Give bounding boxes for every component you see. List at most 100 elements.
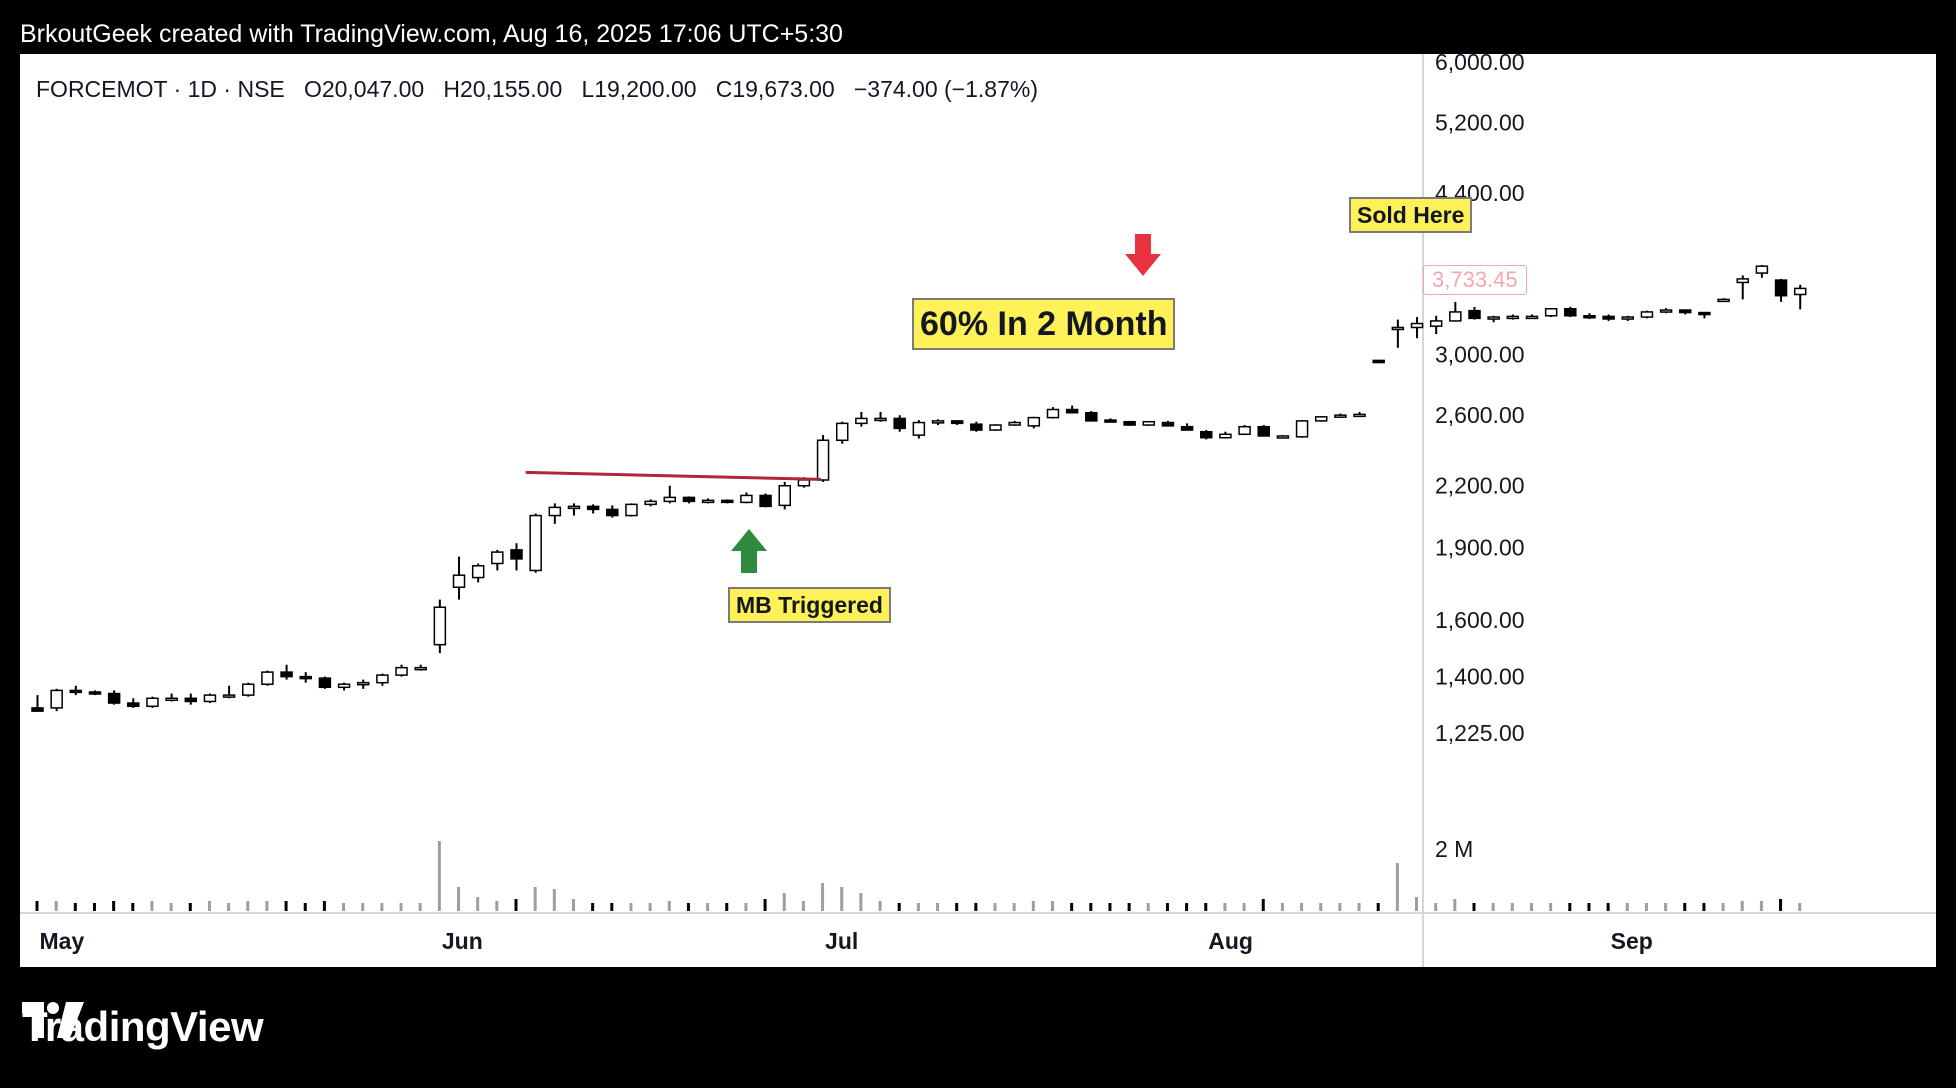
candle-body <box>146 697 159 708</box>
candle-body <box>1391 326 1405 331</box>
volume-bar <box>552 889 556 911</box>
candle-body <box>1027 416 1041 427</box>
candle-body <box>127 702 140 708</box>
candle-body <box>376 674 389 684</box>
volume-bar <box>571 899 575 911</box>
last-price-label: 3,733.45 <box>1423 265 1527 295</box>
mb-triggered-note: MB Triggered <box>728 587 891 623</box>
candle-body <box>912 421 926 436</box>
candle-body <box>414 666 427 671</box>
volume-bar <box>131 903 135 911</box>
volume-bar <box>1740 901 1744 911</box>
volume-bar <box>476 897 480 911</box>
volume-bar <box>342 903 346 911</box>
volume-bar <box>1012 903 1016 911</box>
volume-bar <box>725 903 729 911</box>
candle-body <box>950 420 964 425</box>
volume-bar <box>821 883 825 911</box>
candle-body <box>1065 408 1079 414</box>
candle-body <box>893 417 906 430</box>
volume-bar <box>265 901 269 911</box>
volume-bar <box>1510 903 1514 911</box>
candle-body <box>644 500 657 506</box>
candle-body <box>740 494 753 504</box>
candle-body <box>1659 309 1673 313</box>
candle-body <box>203 694 217 703</box>
volume-bar <box>188 903 192 911</box>
volume-bar <box>495 901 499 911</box>
candle-body <box>1161 421 1175 427</box>
candle-body <box>337 683 351 689</box>
x-tick-label: Jul <box>825 928 858 954</box>
candle-body <box>1602 315 1615 320</box>
volume-bar <box>1357 903 1361 911</box>
chart-panel[interactable]: 6,000.00 5,200.00 4,400.00 3,000.00 2,600.00… <box>20 54 1936 967</box>
volume-bar <box>1338 903 1342 911</box>
candle-body <box>491 551 504 565</box>
volume-bar <box>1204 903 1208 911</box>
candle-body <box>625 503 638 517</box>
volume-bar <box>1702 903 1706 911</box>
volume-bar <box>1165 903 1169 911</box>
volume-bar <box>322 901 326 911</box>
volume-bar <box>1587 903 1591 911</box>
candle-body <box>1793 287 1807 296</box>
volume-bar <box>284 901 288 911</box>
volume-bar <box>1070 903 1074 911</box>
volume-bar <box>1319 903 1323 911</box>
y-tick-label: 5,200.00 <box>1435 109 1525 135</box>
candle-body <box>1468 309 1481 320</box>
candle-body <box>1334 414 1347 418</box>
candle-body <box>567 505 581 510</box>
legend-change: −374.00 (−1.87%) <box>853 76 1038 102</box>
volume-bar <box>1050 901 1054 911</box>
candle-body <box>1295 420 1309 438</box>
volume-bar <box>1759 901 1763 911</box>
volume-bar <box>648 903 652 911</box>
candle-body <box>1353 413 1366 418</box>
candle-body <box>1429 320 1443 327</box>
tradingview-logo-icon <box>22 1002 84 1038</box>
volume-bar <box>1549 903 1553 911</box>
candle-body <box>855 417 868 425</box>
y-tick-label: 1,900.00 <box>1435 535 1525 561</box>
candle-body <box>1104 419 1117 423</box>
headline-note: 60% In 2 Month <box>912 298 1176 350</box>
buy-arrow-icon <box>731 529 767 573</box>
volume-bar <box>533 887 537 911</box>
volume-bar <box>1108 903 1112 911</box>
volume-bar <box>380 903 384 911</box>
volume-bar <box>1683 903 1687 911</box>
candle-body <box>242 683 255 696</box>
candle-body <box>1679 309 1692 314</box>
candle-body <box>797 479 811 487</box>
candle-body <box>1219 433 1232 439</box>
volume-bar <box>801 901 805 911</box>
candle-body <box>1698 311 1711 316</box>
candle-body <box>1583 315 1596 319</box>
resistance-line <box>525 470 822 481</box>
volume-bar <box>1529 903 1533 911</box>
candle-body <box>701 499 715 504</box>
candlestick-chart[interactable]: 6,000.005,200.004,400.003,000.002,600.00… <box>20 54 1936 967</box>
volume-scale-label: 2 M <box>1435 836 1473 862</box>
volume-bar <box>916 903 920 911</box>
y-tick-label: 1,225.00 <box>1435 720 1525 746</box>
candle-body <box>1046 408 1060 419</box>
volume-bar <box>782 893 786 911</box>
volume-bar <box>1472 903 1476 911</box>
candle-body <box>184 697 198 703</box>
legend-close: C19,673.00 <box>715 76 835 102</box>
volume-bar <box>1625 903 1629 911</box>
candle-body <box>1008 421 1021 426</box>
volume-bar <box>303 903 307 911</box>
candle-body <box>222 694 236 698</box>
candle-body <box>1180 425 1194 431</box>
y-tick-label: 6,000.00 <box>1435 54 1525 75</box>
candle-body <box>318 677 332 689</box>
sold-here-note: Sold Here <box>1349 197 1473 233</box>
candle-body <box>452 574 466 588</box>
volume-bar <box>1644 903 1648 911</box>
x-tick-label: Sep <box>1611 928 1653 954</box>
candle-body <box>1410 322 1424 329</box>
